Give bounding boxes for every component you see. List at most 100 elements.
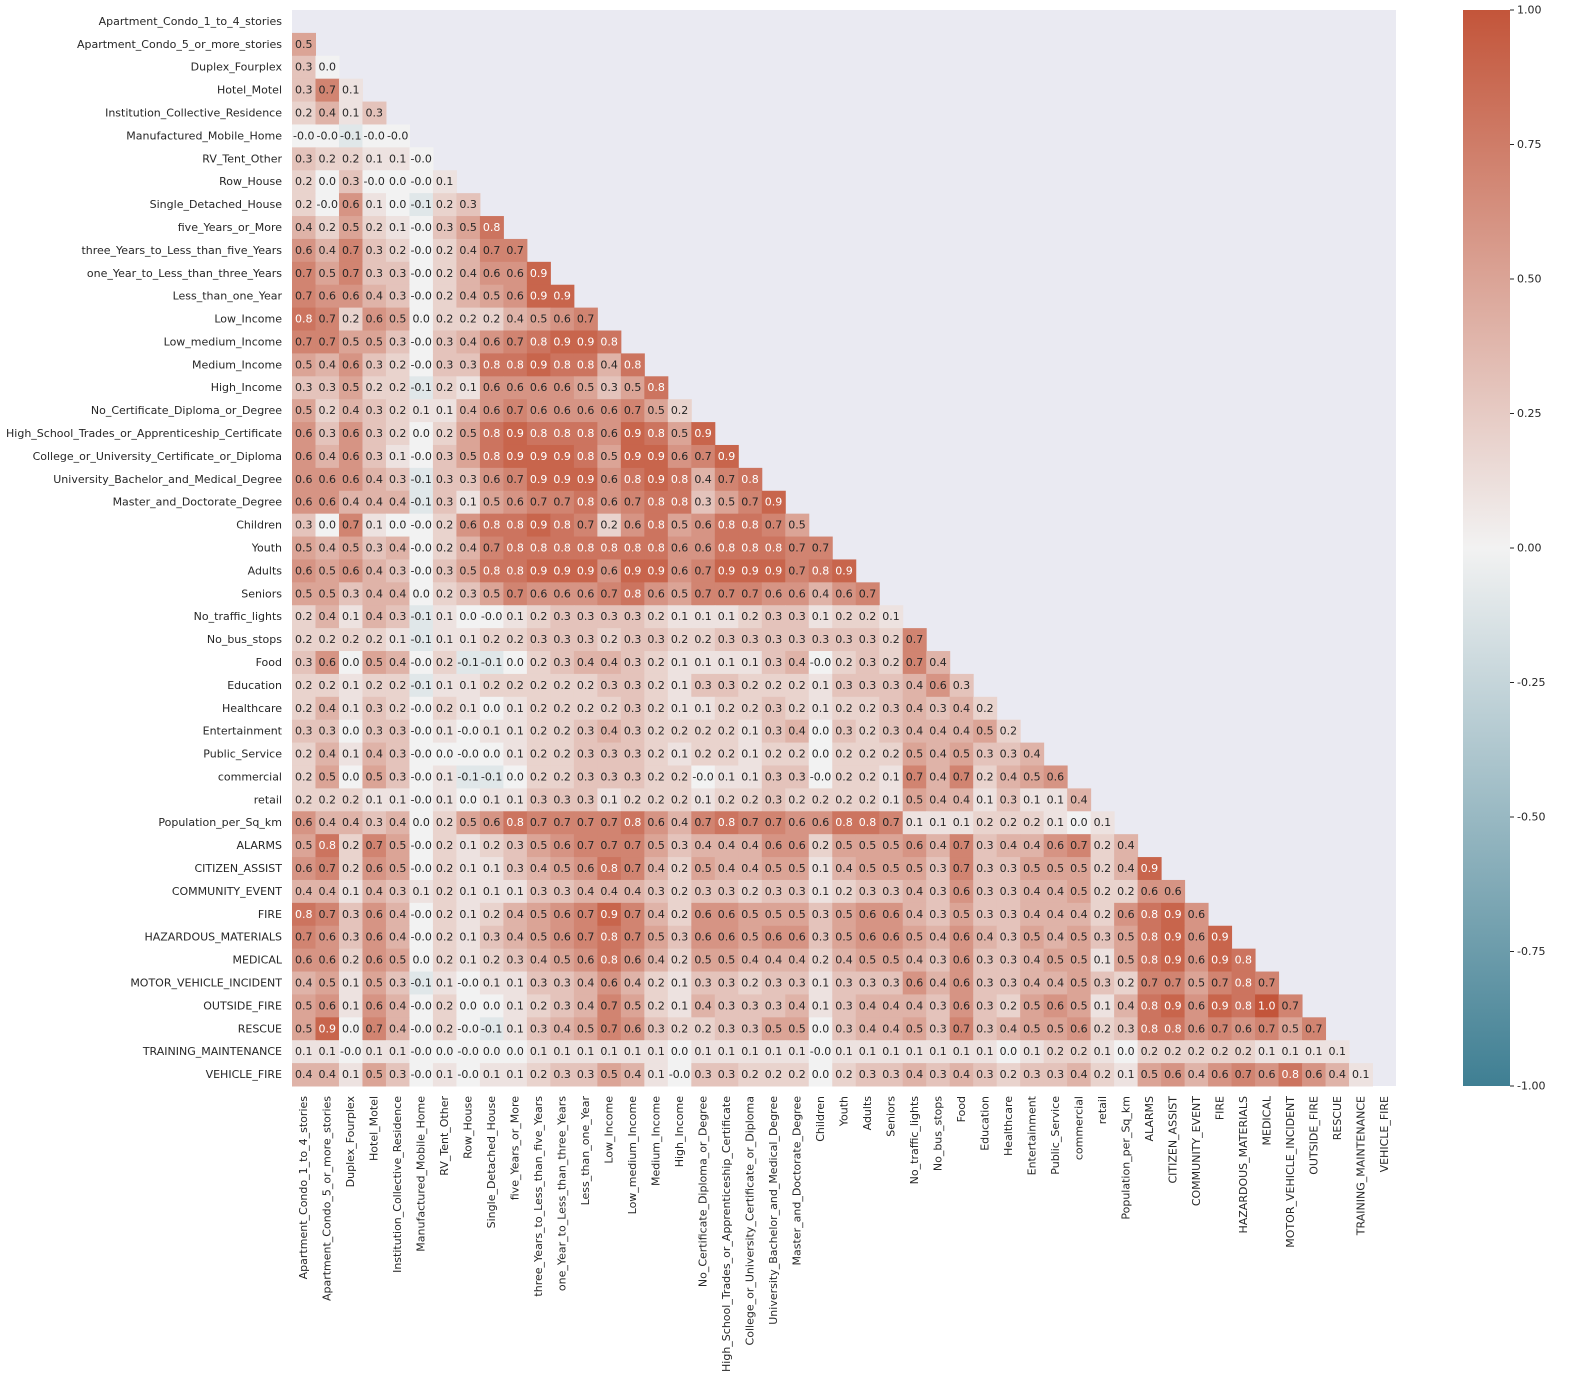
heatmap-cell xyxy=(644,559,669,583)
cell-value-label: 0.2 xyxy=(647,748,665,761)
y-tick-label: Children xyxy=(236,519,282,532)
cell-value-label: 0.2 xyxy=(1094,862,1112,875)
cell-value-label: 0.0 xyxy=(318,61,336,74)
cell-value-label: 0.9 xyxy=(1141,862,1159,875)
cell-value-label: 0.5 xyxy=(1117,931,1135,944)
cell-value-label: 0.8 xyxy=(624,358,642,371)
cell-value-label: 0.0 xyxy=(412,816,430,829)
cell-value-label: 0.5 xyxy=(318,587,336,600)
cell-value-label: 0.6 xyxy=(318,473,336,486)
heatmap-cell xyxy=(573,490,598,515)
cell-value-label: 0.5 xyxy=(1023,862,1041,875)
cell-value-label: 0.6 xyxy=(788,931,806,944)
cell-value-label: 0.4 xyxy=(1023,908,1041,921)
cell-value-label: 0.3 xyxy=(295,381,313,394)
colorbar-tick-label: 1.00 xyxy=(1517,4,1542,17)
cell-value-label: 0.4 xyxy=(1047,885,1065,898)
y-tick-label: five_Years_or_More xyxy=(178,221,282,234)
cell-value-label: 0.5 xyxy=(1070,931,1088,944)
cell-value-label: 0.3 xyxy=(365,702,383,715)
heatmap-cell xyxy=(832,582,857,606)
cell-value-label: 0.3 xyxy=(976,862,994,875)
cell-value-label: 0.4 xyxy=(365,290,383,303)
heatmap-cell xyxy=(315,513,340,538)
cell-value-label: 0.5 xyxy=(342,335,360,348)
cell-value-label: 0.3 xyxy=(459,198,477,211)
heatmap-cell xyxy=(691,422,716,446)
cell-value-label: 0.5 xyxy=(906,1022,924,1035)
cell-value-label: 0.4 xyxy=(459,335,477,348)
heatmap-cell xyxy=(362,101,387,125)
cell-value-label: -0.0 xyxy=(410,793,431,806)
heatmap-cell xyxy=(338,78,363,103)
cell-value-label: 0.2 xyxy=(671,954,689,967)
cell-value-label: 0.7 xyxy=(1258,1022,1276,1035)
cell-value-label: -0.0 xyxy=(457,725,478,738)
cell-value-label: 0.1 xyxy=(365,793,383,806)
cell-value-label: 0.2 xyxy=(1000,1068,1018,1081)
cell-value-label: -0.0 xyxy=(410,908,431,921)
cell-value-label: 0.7 xyxy=(1211,976,1229,989)
cell-value-label: 0.3 xyxy=(694,1068,712,1081)
heatmap-cell xyxy=(738,628,763,652)
heatmap-cell xyxy=(526,330,551,354)
cell-value-label: 0.0 xyxy=(318,519,336,532)
heatmap-cell xyxy=(315,467,340,492)
cell-value-label: 0.1 xyxy=(1094,999,1112,1012)
cell-value-label: 0.3 xyxy=(741,1022,759,1035)
cell-value-label: 0.6 xyxy=(295,450,313,463)
cell-value-label: 0.3 xyxy=(835,999,853,1012)
cell-value-label: -0.0 xyxy=(293,129,314,142)
cell-value-label: -0.0 xyxy=(316,198,337,211)
cell-value-label: 0.6 xyxy=(600,564,618,577)
heatmap-cell xyxy=(432,330,457,354)
cell-value-label: -0.0 xyxy=(410,335,431,348)
cell-value-label: 0.3 xyxy=(624,679,642,692)
cell-value-label: 0.3 xyxy=(530,885,548,898)
cell-value-label: 0.7 xyxy=(694,564,712,577)
cell-value-label: 0.7 xyxy=(342,267,360,280)
cell-value-label: 0.1 xyxy=(741,725,759,738)
cell-value-label: 0.5 xyxy=(459,450,477,463)
cell-value-label: 0.4 xyxy=(1117,862,1135,875)
cell-value-label: 0.3 xyxy=(788,770,806,783)
cell-value-label: 0.8 xyxy=(577,496,595,509)
cell-value-label: 0.2 xyxy=(859,702,877,715)
cell-value-label: 0.1 xyxy=(976,793,994,806)
heatmap-cell xyxy=(362,399,387,423)
cell-value-label: 0.4 xyxy=(976,931,994,944)
heatmap-cell xyxy=(292,193,316,217)
heatmap-cell xyxy=(644,422,669,446)
cell-value-label: 0.2 xyxy=(530,1068,548,1081)
cell-value-label: 0.3 xyxy=(859,976,877,989)
cell-value-label: 0.6 xyxy=(1047,839,1065,852)
cell-value-label: 0.7 xyxy=(530,816,548,829)
cell-value-label: 0.2 xyxy=(1000,999,1018,1012)
cell-value-label: 0.2 xyxy=(483,679,501,692)
cell-value-label: 0.7 xyxy=(1141,976,1159,989)
cell-value-label: 0.3 xyxy=(859,656,877,669)
cell-value-label: 0.0 xyxy=(459,610,477,623)
heatmap-cell xyxy=(385,536,410,560)
cell-value-label: 0.2 xyxy=(788,748,806,761)
cell-value-label: 0.1 xyxy=(600,1045,618,1058)
y-tick-label: retail xyxy=(254,793,282,806)
cell-value-label: 0.1 xyxy=(718,610,736,623)
cell-value-label: 0.2 xyxy=(788,793,806,806)
cell-value-label: -0.1 xyxy=(410,198,431,211)
cell-value-label: 0.4 xyxy=(1023,885,1041,898)
y-tick-label: RESCUE xyxy=(238,1022,282,1035)
cell-value-label: 0.4 xyxy=(1117,999,1135,1012)
cell-value-label: 0.6 xyxy=(1047,999,1065,1012)
cell-value-label: 0.4 xyxy=(389,656,407,669)
cell-value-label: 0.4 xyxy=(506,313,524,326)
cell-value-label: 0.3 xyxy=(342,908,360,921)
cell-value-label: 0.3 xyxy=(718,1068,736,1081)
cell-value-label: 0.3 xyxy=(929,885,947,898)
heatmap-cell xyxy=(503,353,528,377)
heatmap-cell xyxy=(315,422,340,446)
cell-value-label: 0.5 xyxy=(765,1022,783,1035)
cell-value-label: 0.2 xyxy=(436,862,454,875)
cell-value-label: 0.2 xyxy=(436,999,454,1012)
cell-value-label: 0.3 xyxy=(859,633,877,646)
